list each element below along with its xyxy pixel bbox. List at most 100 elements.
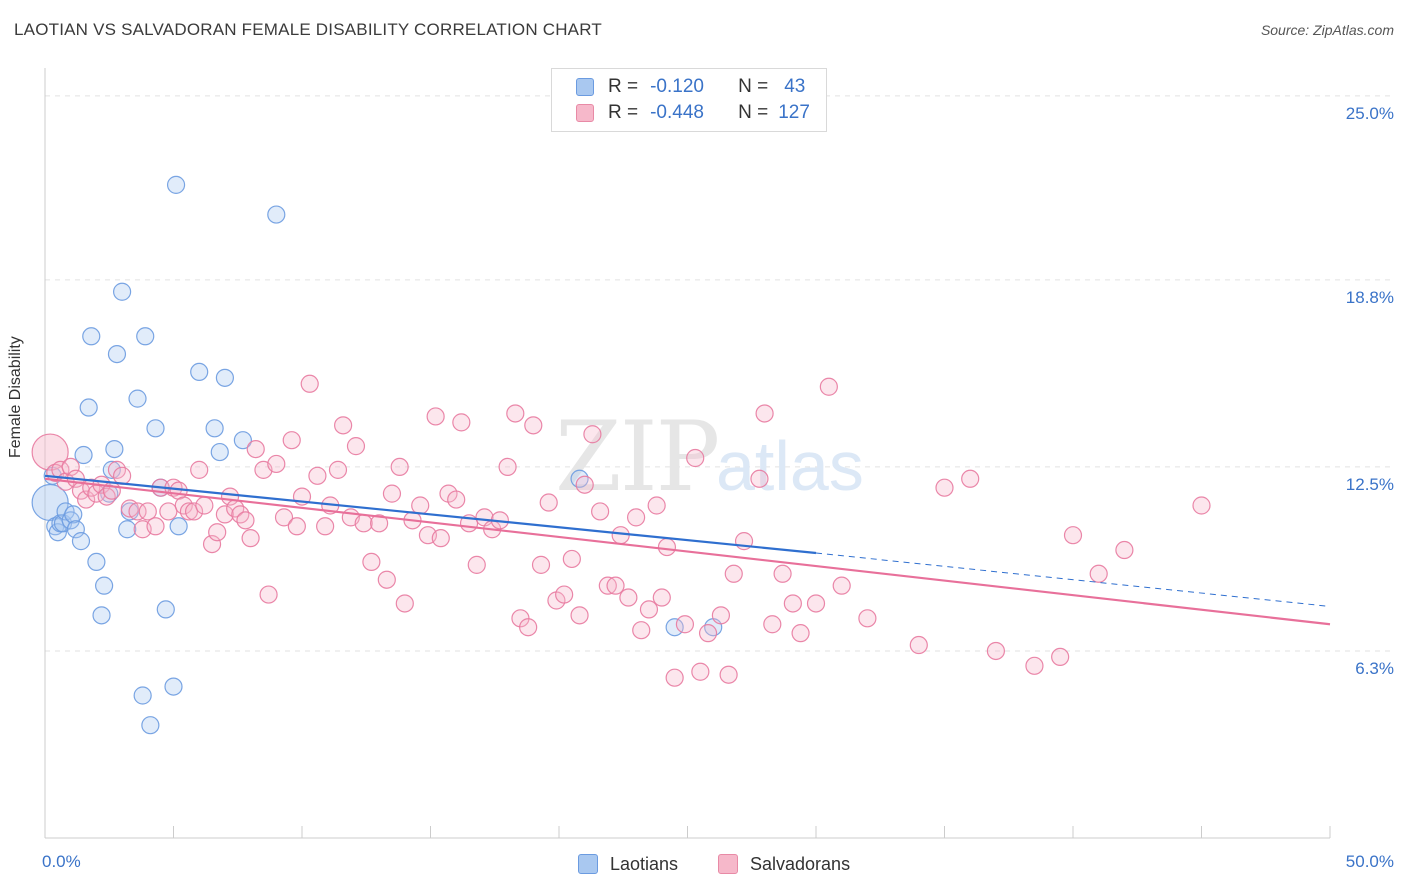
- data-point: [287, 517, 306, 536]
- data-point: [64, 505, 83, 524]
- legend-swatch-laotians: [576, 78, 594, 96]
- r-value: -0.120: [650, 76, 704, 97]
- data-point: [282, 431, 301, 450]
- data-point: [763, 615, 782, 634]
- laotian-trend-line: [44, 474, 817, 555]
- data-point: [698, 624, 718, 643]
- data-point: [370, 514, 389, 533]
- data-point: [1089, 564, 1108, 583]
- laotian-points: [31, 175, 723, 735]
- data-point: [531, 555, 551, 574]
- data-point: [1192, 496, 1211, 515]
- data-point: [300, 374, 319, 393]
- data-point: [555, 585, 574, 604]
- data-point: [92, 606, 111, 625]
- data-point: [146, 517, 165, 536]
- data-point: [711, 606, 731, 625]
- data-point: [141, 716, 160, 735]
- data-point: [1051, 647, 1070, 667]
- data-point: [346, 437, 366, 456]
- legend-swatch-salvadorans: [576, 104, 594, 122]
- data-point: [498, 457, 517, 477]
- data-point: [411, 496, 430, 515]
- data-point: [241, 529, 260, 548]
- axes: [44, 68, 1331, 839]
- data-point: [267, 454, 286, 474]
- data-point: [77, 490, 96, 509]
- data-point: [452, 413, 471, 432]
- data-point: [1025, 656, 1044, 675]
- data-point: [169, 517, 188, 536]
- data-point: [806, 594, 826, 613]
- data-point: [136, 327, 155, 346]
- data-point: [334, 416, 353, 435]
- data-point: [675, 615, 695, 634]
- gridlines: [45, 95, 1395, 652]
- data-point: [328, 460, 348, 479]
- n-value: 43: [784, 76, 806, 97]
- data-point: [179, 502, 199, 521]
- data-point: [524, 416, 543, 435]
- data-point: [783, 594, 802, 613]
- data-point: [215, 505, 234, 524]
- data-point: [832, 576, 851, 595]
- data-point: [935, 478, 954, 497]
- r-label: R =: [608, 102, 639, 123]
- data-point: [354, 514, 373, 533]
- data-point: [128, 502, 147, 521]
- data-point: [377, 570, 396, 589]
- laotian-trend-extension: [815, 552, 1331, 607]
- data-point: [426, 407, 445, 426]
- data-point: [105, 439, 124, 459]
- data-point: [61, 457, 80, 477]
- data-point: [133, 686, 152, 705]
- data-point: [858, 609, 877, 628]
- data-point: [184, 502, 204, 521]
- salvadoran-points: [31, 374, 1211, 687]
- data-point: [395, 594, 414, 613]
- data-point: [686, 448, 705, 468]
- data-point: [164, 677, 183, 696]
- data-point: [118, 520, 137, 539]
- data-point: [267, 205, 286, 224]
- zipatlas-watermark: ZIP atlas: [555, 401, 864, 513]
- data-point: [308, 466, 327, 485]
- data-point: [591, 502, 610, 521]
- data-point: [66, 520, 85, 539]
- data-point: [647, 496, 666, 515]
- data-point: [190, 362, 209, 382]
- legend-swatch-salvadorans: [718, 854, 738, 874]
- data-point: [382, 484, 402, 503]
- data-point: [606, 576, 625, 595]
- data-point: [986, 641, 1006, 661]
- r-value: -0.448: [650, 102, 704, 123]
- data-point: [570, 606, 589, 625]
- stats-legend: R = -0.120 N = 43 R = -0.448 N = 127: [551, 68, 827, 132]
- data-point: [583, 425, 602, 444]
- data-point: [208, 523, 227, 542]
- data-point: [691, 662, 710, 681]
- data-point: [128, 389, 147, 408]
- data-point: [750, 469, 769, 488]
- data-point: [195, 496, 214, 515]
- legend-label-salvadorans: Salvadorans: [750, 853, 851, 874]
- data-point: [231, 505, 250, 524]
- data-point: [724, 564, 743, 583]
- data-point: [274, 508, 294, 527]
- data-point: [190, 460, 209, 479]
- data-point: [598, 576, 617, 595]
- salvadoran-trend-line: [44, 477, 1331, 626]
- data-point: [112, 466, 132, 485]
- data-point: [138, 502, 157, 521]
- data-point: [1063, 526, 1083, 545]
- data-point: [665, 618, 684, 637]
- data-point: [506, 404, 525, 423]
- data-point: [362, 552, 381, 572]
- data-point: [665, 668, 684, 687]
- data-point: [1115, 540, 1134, 560]
- data-point: [909, 635, 928, 655]
- data-point: [611, 526, 630, 545]
- legend-swatch-laotians: [578, 854, 598, 874]
- data-point: [233, 431, 252, 450]
